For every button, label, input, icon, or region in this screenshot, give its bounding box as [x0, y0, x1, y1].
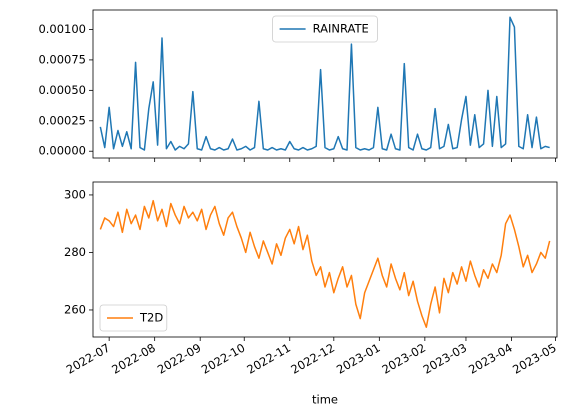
- legend-label: RAINRATE: [313, 22, 369, 36]
- legend-box: [99, 304, 168, 332]
- x-tick-label: 2022-09: [155, 341, 204, 377]
- x-tick-label: 2023-02: [379, 341, 428, 377]
- axes-frame: [92, 181, 558, 338]
- y-tick-label: 260: [64, 302, 86, 316]
- x-tick-label: 2023-04: [466, 341, 515, 377]
- x-tick-label: 2022-11: [244, 341, 293, 377]
- axes-frame: [92, 9, 558, 159]
- x-tick-label: 2022-08: [109, 341, 158, 377]
- y-tick-label: 0.00050: [38, 83, 86, 97]
- data-line: [99, 16, 550, 151]
- x-tick-label: 2023-03: [421, 341, 470, 377]
- data-line: [99, 199, 551, 328]
- x-tick-label: 2022-10: [199, 341, 248, 377]
- x-tick-label: 2023-05: [510, 341, 559, 377]
- x-tick-label: 2022-07: [64, 341, 113, 377]
- legend-label: T2D: [139, 311, 163, 325]
- x-tick-label: 2023-01: [334, 341, 383, 377]
- y-tick-label: 0.00025: [38, 113, 86, 127]
- y-tick-label: 0.00075: [38, 52, 86, 66]
- x-tick-label: 2022-12: [288, 341, 337, 377]
- x-axis-label: time: [312, 393, 338, 407]
- y-tick-label: 0.00100: [38, 22, 86, 36]
- y-tick-label: 0.00000: [38, 144, 86, 158]
- y-tick-label: 280: [64, 245, 86, 259]
- y-tick-label: 300: [64, 187, 86, 201]
- legend-box: [272, 15, 378, 43]
